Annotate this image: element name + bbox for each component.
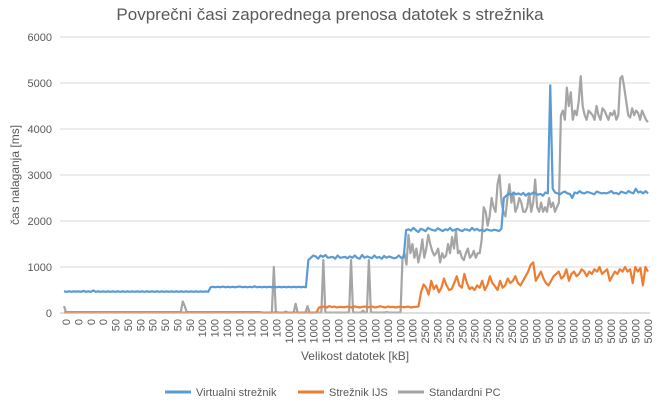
x-tick-label: 2500 — [432, 319, 444, 343]
x-tick-label: 1000 — [346, 319, 358, 343]
y-tick-labels: 0 1000 2000 3000 4000 5000 6000 — [28, 32, 52, 320]
x-tick-label: 5000 — [569, 319, 581, 343]
x-tick-label: 1000 — [321, 319, 333, 343]
y-tick-label: 3000 — [28, 170, 52, 182]
legend-label: Standardni PC — [429, 387, 501, 399]
x-tick-label: 2500 — [420, 319, 432, 343]
x-tick-label: 1000 — [296, 319, 308, 343]
y-tick-label: 2000 — [28, 216, 52, 228]
x-tick-label: 0 — [61, 319, 73, 325]
grid-layer — [60, 36, 650, 268]
x-tick-label: 1000 — [358, 319, 370, 343]
y-tick-label: 5000 — [28, 78, 52, 90]
x-tick-label: 5000 — [606, 319, 618, 343]
legend-label: Virtualni strežnik — [196, 387, 277, 399]
x-tick-label: 2500 — [470, 319, 482, 343]
x-tick-label: 5000 — [556, 319, 568, 343]
series-layer — [62, 75, 649, 314]
legend: Virtualni strežnik Strežnik IJS Standardni… — [165, 387, 501, 399]
x-tick-label: 1000 — [371, 319, 383, 343]
x-tick-label: 5000 — [643, 319, 655, 343]
y-tick-label: 1000 — [28, 262, 52, 274]
x-tick-label: 50 — [111, 319, 123, 331]
x-tick-label: 0 — [73, 319, 85, 325]
x-tick-label: 2500 — [494, 319, 506, 343]
legend-label: Strežnik IJS — [329, 387, 388, 399]
series-line-0 — [63, 84, 649, 293]
series-line-1 — [64, 261, 649, 314]
x-tick-label: 5000 — [631, 319, 643, 343]
chart-title: Povprečni časi zaporednega prenosa datot… — [116, 5, 544, 24]
x-tick-label: 50 — [123, 319, 135, 331]
x-tick-label: 100 — [210, 319, 222, 337]
x-tick-label: 5000 — [532, 319, 544, 343]
x-tick-label: 5000 — [618, 319, 630, 343]
x-tick-label: 1000 — [284, 319, 296, 343]
x-tick-label: 100 — [259, 319, 271, 337]
y-tick-label: 0 — [46, 308, 52, 320]
x-tick-label: 100 — [247, 319, 259, 337]
y-axis-label: čas nalaganja [ms] — [8, 125, 22, 225]
x-tick-label: 5000 — [519, 319, 531, 343]
y-tick-label: 6000 — [28, 32, 52, 44]
x-tick-label: 0 — [98, 319, 110, 325]
x-tick-label: 5000 — [593, 319, 605, 343]
x-tick-label: 5000 — [544, 319, 556, 343]
x-tick-label: 1000 — [395, 319, 407, 343]
x-axis-label: Velikost datotek [kB] — [301, 349, 409, 363]
x-tick-label: 100 — [197, 319, 209, 337]
x-tick-label: 0 — [86, 319, 98, 325]
x-tick-label: 100 — [222, 319, 234, 337]
x-tick-label: 2500 — [507, 319, 519, 343]
y-tick-label: 4000 — [28, 124, 52, 136]
x-tick-label: 1000 — [408, 319, 420, 343]
x-tick-label: 50 — [185, 319, 197, 331]
x-tick-label: 2500 — [457, 319, 469, 343]
x-tick-label: 2500 — [445, 319, 457, 343]
x-tick-label: 50 — [148, 319, 160, 331]
x-tick-label: 2500 — [482, 319, 494, 343]
x-tick-label: 50 — [135, 319, 147, 331]
x-tick-label: 50 — [172, 319, 184, 331]
x-tick-label: 100 — [234, 319, 246, 337]
x-tick-labels: 0 0 0 0 50 50 50 50 50 50 50 100 100 100 100 100 100 100 1… — [61, 319, 655, 343]
x-tick-label: 5000 — [581, 319, 593, 343]
x-tick-label: 1000 — [309, 319, 321, 343]
x-tick-label: 100 — [272, 319, 284, 337]
x-tick-label: 50 — [160, 319, 172, 331]
x-tick-label: 1000 — [383, 319, 395, 343]
x-tick-label: 1000 — [333, 319, 345, 343]
